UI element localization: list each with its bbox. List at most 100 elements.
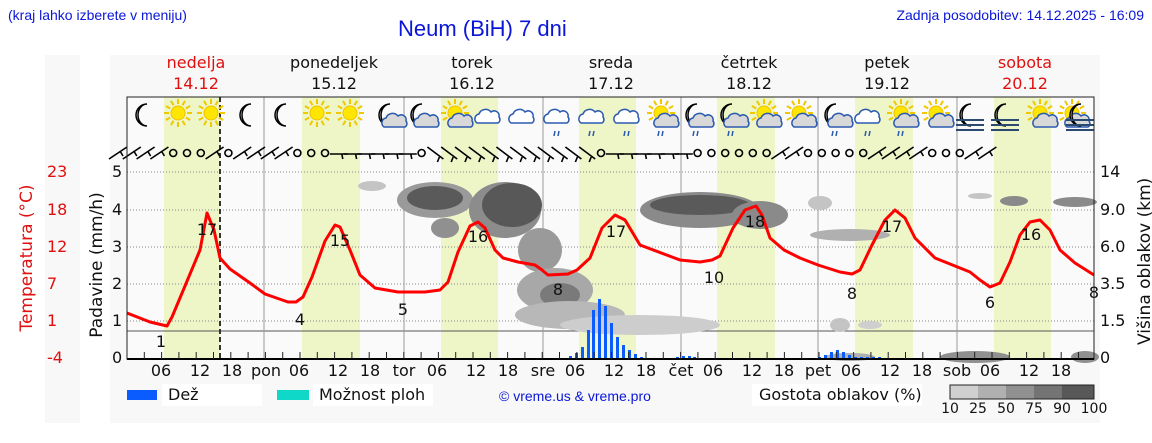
day-name-0: nedelja — [166, 53, 226, 72]
precip-tick: 0 — [112, 348, 123, 367]
day-name-2: torek — [451, 53, 493, 72]
x-tick-label: 18 — [221, 361, 243, 380]
cloud-scale-label: 10 — [941, 401, 959, 417]
cloud-scale-label: 90 — [1053, 401, 1071, 417]
x-tick-label: 06 — [702, 361, 724, 380]
cloud-height-tick: 3.5 — [1100, 274, 1126, 293]
cloud-height-axis-label: Višina oblakov (km) — [1135, 177, 1152, 345]
cloud-height-tick: 6.0 — [1100, 237, 1126, 256]
x-tick-label: 06 — [840, 361, 862, 380]
temp-tick: 23 — [47, 162, 68, 181]
temp-tick: 18 — [47, 200, 68, 219]
cloud-icon — [474, 108, 501, 124]
temp-extreme-label: 10 — [703, 268, 725, 287]
moon-cloud-rain-icon — [824, 103, 854, 137]
moon-icon — [135, 103, 148, 127]
moon-fog-icon — [1066, 103, 1094, 131]
x-tick-label: 12 — [603, 361, 625, 380]
legend-showers-label: Možnost ploh — [319, 385, 426, 404]
x-tick-label: 12 — [327, 361, 349, 380]
day-date-2: 16.12 — [449, 74, 495, 93]
x-tick-label: čet — [668, 361, 694, 380]
sun-cloud-icon — [922, 99, 955, 128]
temp-tick: 7 — [47, 274, 58, 293]
day-name-4: četrtek — [720, 53, 778, 72]
temp-tick: -4 — [47, 348, 63, 367]
moon-cloud-rain-icon — [685, 103, 715, 137]
sun-cloud-icon — [750, 99, 783, 128]
cloud-scale-label: 75 — [1025, 401, 1043, 417]
x-tick-label: 18 — [911, 361, 933, 380]
temp-extreme-label: 16 — [467, 227, 489, 246]
moon-icon — [239, 103, 252, 127]
x-tick-label: 12 — [189, 361, 211, 380]
moon-fog-icon — [956, 103, 984, 131]
cloud-height-tick: 9.0 — [1100, 200, 1126, 219]
cloud-rain-icon — [578, 108, 605, 137]
day-date-3: 17.12 — [588, 74, 634, 93]
legend-rain-label: Dež — [168, 385, 199, 404]
x-tick-label: 18 — [635, 361, 657, 380]
sun-cloud-icon — [1026, 99, 1059, 128]
temp-extreme-label: 17 — [196, 220, 218, 239]
cloud-rain-icon — [543, 108, 570, 137]
cloud-scale-label: 50 — [997, 401, 1015, 417]
day-name-5: petek — [864, 53, 910, 72]
day-name-3: sreda — [588, 53, 634, 72]
cloud-rain-icon — [613, 108, 640, 137]
temp-extreme-label: 1 — [155, 332, 167, 351]
x-tick-label: 06 — [979, 361, 1001, 380]
x-tick-label: 12 — [1018, 361, 1040, 380]
sun-cloud-rain-icon — [647, 99, 680, 137]
copyright-link[interactable]: © vreme.us & vreme.pro — [499, 388, 651, 404]
x-tick-label: sre — [530, 361, 556, 380]
day-date-6: 20.12 — [1002, 74, 1048, 93]
moon-fog-icon — [991, 103, 1019, 131]
cloud-height-tick: 14 — [1100, 162, 1121, 181]
temperature-axis-label: Temperatura (°C) — [17, 184, 37, 332]
sun-cloud-rain-icon — [887, 99, 920, 137]
x-tick-label: 12 — [465, 361, 487, 380]
page-title: Neum (BiH) 7 dni — [398, 16, 567, 41]
sun-icon — [164, 99, 192, 127]
temp-extreme-label: 16 — [1020, 225, 1042, 244]
location-menu-hint: (kraj lahko izberete v meniju) — [8, 7, 187, 23]
day-date-5: 19.12 — [864, 74, 910, 93]
cloud-height-tick: 1.5 — [1100, 311, 1126, 330]
temp-extreme-label: 4 — [294, 310, 306, 329]
x-tick-label: 18 — [359, 361, 381, 380]
cloud-scale-label: 25 — [969, 401, 987, 417]
temp-extreme-label: 8 — [846, 284, 858, 303]
temp-extreme-label: 5 — [397, 300, 409, 319]
moon-cloud-icon — [378, 103, 408, 128]
x-tick-label: pon — [250, 361, 282, 380]
temp-axis-panel — [45, 55, 80, 423]
temp-extreme-label: 15 — [329, 231, 351, 250]
day-date-0: 14.12 — [173, 74, 219, 93]
precip-tick: 4 — [112, 200, 123, 219]
x-tick-label: pet — [804, 361, 832, 380]
legend-cloud-density-label: Gostota oblakov (%) — [759, 385, 922, 404]
x-tick-label: 06 — [150, 361, 172, 380]
cloud-height-tick: 0 — [1100, 348, 1111, 367]
x-tick-label: 06 — [288, 361, 310, 380]
day-date-4: 18.12 — [726, 74, 772, 93]
temp-extreme-label: 17 — [881, 217, 903, 236]
precip-tick: 1 — [112, 311, 123, 330]
cloud-scale-label: 100 — [1080, 401, 1108, 417]
precipitation-axis-label: Padavine (mm/h) — [87, 192, 107, 338]
day-name-1: ponedeljek — [290, 53, 378, 72]
sun-cloud-icon — [785, 99, 818, 128]
moon-cloud-rain-icon — [720, 103, 750, 137]
temp-tick: 12 — [47, 237, 68, 256]
x-tick-label: 12 — [741, 361, 763, 380]
moon-cloud-icon — [410, 103, 440, 128]
sun-icon — [336, 99, 364, 127]
temp-extreme-label: 8 — [1088, 283, 1100, 302]
temp-tick: 1 — [47, 311, 58, 330]
sun-icon — [303, 99, 331, 127]
x-tick-label: 12 — [879, 361, 901, 380]
sun-cloud-icon — [441, 99, 474, 128]
temp-extreme-label: 18 — [744, 212, 766, 231]
